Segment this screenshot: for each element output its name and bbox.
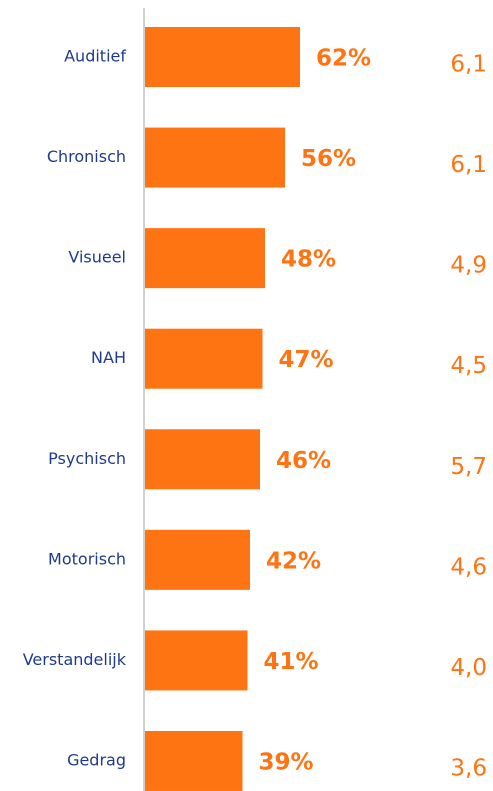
score-label: 4,5 [450,353,487,379]
category-label: Chronisch [47,147,126,166]
bar [145,429,260,490]
category-label: Psychisch [48,449,126,468]
value-label: 46% [276,448,331,474]
category-label: Motorisch [48,549,126,568]
score-label: 4,9 [450,253,487,279]
bar [145,730,243,791]
score-label: 5,7 [450,454,487,480]
value-label: 39% [259,749,314,775]
score-label: 6,1 [450,52,487,78]
category-label: Visueel [68,248,126,267]
score-label: 6,1 [450,152,487,178]
bar [145,630,248,691]
value-label: 48% [281,247,336,273]
bar [145,27,300,87]
bar [145,328,263,389]
category-label: NAH [91,348,126,367]
score-label: 3,6 [450,755,487,781]
value-label: 41% [264,649,319,675]
category-label: Auditief [64,47,126,66]
category-label: Verstandelijk [23,650,127,669]
bar [145,127,285,188]
category-label: Gedrag [67,750,126,769]
score-label: 4,6 [450,554,487,580]
value-label: 62% [316,46,371,72]
bar [145,529,250,590]
value-label: 47% [279,347,334,373]
score-label: 4,0 [450,655,487,681]
value-label: 42% [266,548,321,574]
value-label: 56% [301,146,356,172]
bar [145,228,265,289]
